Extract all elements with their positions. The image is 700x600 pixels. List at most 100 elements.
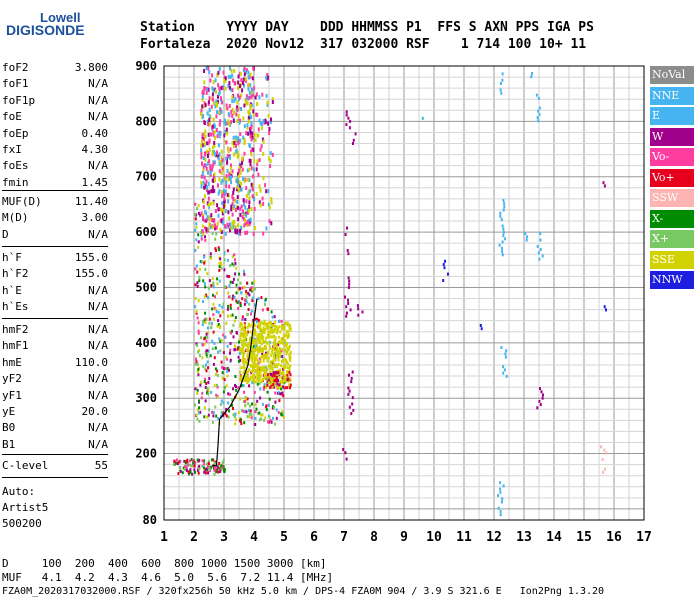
param-foes: foEs N/A	[2, 158, 108, 174]
echo-point	[210, 390, 213, 394]
echo-point	[271, 366, 274, 370]
echo-point	[242, 354, 245, 358]
echo-point	[354, 132, 357, 136]
echo-point	[524, 232, 527, 236]
echo-point	[270, 383, 273, 387]
echo-point	[242, 269, 245, 273]
echo-point	[201, 459, 204, 463]
echo-point	[184, 465, 187, 468]
echo-point	[224, 231, 227, 236]
echo-point	[195, 222, 198, 226]
echo-point	[252, 339, 255, 343]
echo-point	[196, 362, 199, 366]
echo-point	[247, 308, 250, 311]
echo-point	[284, 386, 287, 390]
param-value: N/A	[88, 323, 108, 336]
echo-point	[277, 358, 280, 362]
echo-point	[213, 101, 216, 106]
echo-point	[243, 272, 246, 276]
echo-point	[217, 154, 220, 159]
echo-point	[229, 166, 232, 171]
echo-point	[246, 354, 249, 358]
echo-point	[246, 330, 249, 334]
echo-point	[194, 305, 197, 309]
echo-point	[249, 404, 252, 408]
echo-point	[603, 305, 606, 309]
echo-point	[503, 368, 506, 372]
echo-point	[201, 215, 204, 220]
echo-point	[227, 210, 230, 215]
echo-point	[197, 471, 200, 475]
echo-point	[348, 389, 351, 393]
echo-point	[197, 204, 200, 208]
echo-point	[203, 86, 206, 91]
echo-point	[253, 356, 256, 360]
echo-point	[259, 346, 262, 350]
echo-point	[269, 329, 272, 333]
echo-point	[262, 347, 265, 351]
echo-point	[274, 380, 276, 384]
echo-point	[260, 413, 263, 417]
echo-point	[202, 365, 205, 368]
echo-point	[227, 112, 230, 117]
echo-point	[232, 277, 235, 281]
echo-point	[278, 399, 281, 403]
echo-point	[242, 326, 244, 330]
echo-point	[245, 101, 248, 106]
echo-point	[261, 366, 264, 370]
echo-point	[216, 282, 219, 286]
echo-point	[226, 106, 229, 111]
echo-point	[224, 177, 227, 182]
echo-point	[196, 392, 199, 395]
echo-point	[268, 127, 271, 131]
echo-point	[285, 343, 288, 347]
echo-point	[260, 380, 263, 384]
echo-point	[241, 342, 243, 346]
echo-point	[186, 458, 189, 462]
echo-point	[247, 116, 250, 121]
echo-point	[231, 88, 234, 93]
echo-point	[275, 371, 277, 375]
echo-point	[259, 147, 262, 152]
echo-point	[267, 351, 270, 354]
echo-point	[287, 371, 290, 375]
echo-point	[269, 367, 272, 371]
echo-point	[203, 69, 206, 73]
echo-point	[204, 471, 207, 475]
echo-point	[273, 385, 276, 389]
echo-point	[237, 355, 240, 359]
echo-point	[234, 208, 237, 212]
echo-point	[281, 379, 284, 383]
param-name: foF1p	[2, 93, 36, 107]
echo-point	[239, 304, 242, 308]
echo-point	[208, 317, 211, 321]
echo-point	[183, 468, 186, 472]
echo-point	[214, 78, 217, 83]
echo-point	[218, 337, 221, 341]
echo-point	[238, 272, 241, 276]
echo-point	[505, 349, 508, 353]
echo-point	[241, 215, 244, 220]
echo-point	[232, 335, 235, 339]
echo-point	[228, 216, 231, 221]
echo-point	[260, 356, 263, 360]
echo-point	[212, 80, 215, 85]
echo-point	[223, 133, 226, 138]
echo-point	[200, 336, 202, 340]
echo-point	[242, 360, 245, 364]
echo-point	[255, 167, 258, 172]
echo-point	[241, 345, 244, 349]
echo-point	[225, 180, 228, 185]
echo-point	[235, 283, 238, 287]
echo-point	[241, 297, 244, 301]
echo-point	[247, 352, 250, 356]
echo-point	[268, 156, 271, 161]
echo-point	[237, 346, 240, 350]
echo-point	[223, 378, 226, 382]
echo-point	[277, 379, 280, 382]
echo-point	[284, 348, 287, 352]
echo-point	[245, 94, 248, 99]
echo-point	[250, 137, 253, 142]
echo-point	[201, 323, 204, 327]
echo-point	[201, 104, 204, 109]
